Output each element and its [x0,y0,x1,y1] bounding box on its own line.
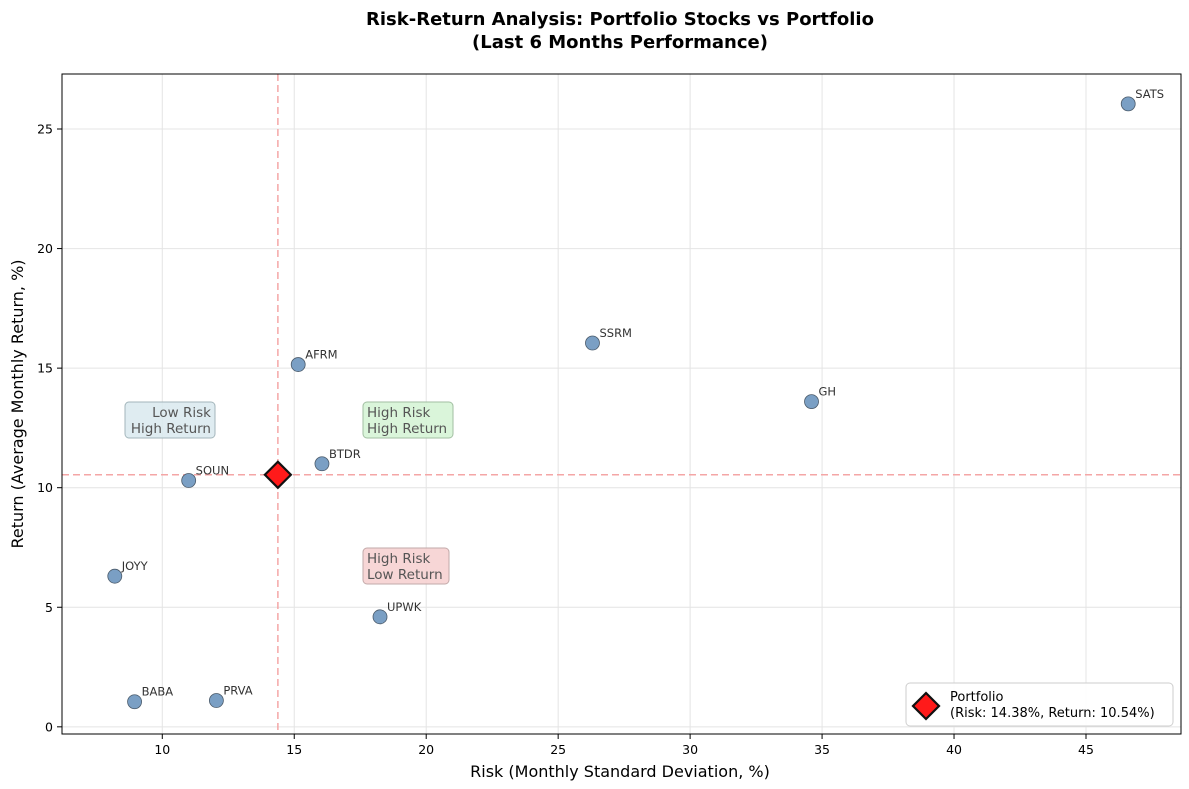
plot-frame [61,73,1182,735]
chart-title-line2: (Last 6 Months Performance) [472,32,768,53]
y-tick-label: 25 [37,122,53,137]
point-label-afrm: AFRM [305,348,337,362]
chart-title-line1: Risk-Return Analysis: Portfolio Stocks v… [366,9,874,30]
point-label-btdr: BTDR [329,447,361,461]
quadrant-label-box [362,547,450,585]
x-tick-label: 40 [946,742,962,757]
legend-box [905,682,1174,727]
x-axis-label: Risk (Monthly Standard Deviation, %) [470,762,770,781]
legend-label-line1: Portfolio [950,690,1004,705]
x-tick-label: 10 [154,742,170,757]
portfolio-marker [263,460,293,490]
quadrant-label-box [124,401,216,439]
data-point-baba [127,694,142,710]
quadrant-label-line1: High Risk [367,405,430,421]
x-tick-label: 15 [286,742,302,757]
point-label-upwk: UPWK [387,600,422,614]
point-label-ssrm: SSRM [599,326,632,340]
data-point-ssrm [585,335,600,351]
point-label-soun: SOUN [196,464,229,478]
data-point-prva [208,693,224,708]
y-tick-label: 0 [45,719,53,734]
y-tick-label: 20 [37,241,53,256]
x-tick-label: 35 [814,742,830,757]
point-label-sats: SATS [1135,87,1164,101]
quadrant-label-line2: Low Return [367,567,443,583]
quadrant-label-line2: High Return [367,421,447,437]
quadrant-label-line1: Low Risk [152,405,211,421]
point-label-prva: PRVA [223,684,252,698]
quadrant-label-box [362,401,454,439]
point-label-joyy: JOYY [121,559,149,573]
data-point-joyy [107,568,123,584]
y-axis-label: Return (Average Monthly Return, %) [8,259,27,548]
data-point-afrm [290,357,306,372]
x-tick-label: 45 [1078,742,1094,757]
y-tick-label: 10 [37,480,53,495]
y-tick-label: 15 [37,361,53,376]
point-label-gh: GH [819,385,837,399]
data-point-gh [804,394,819,410]
quadrant-label-line1: High Risk [367,551,430,567]
x-tick-label: 25 [550,742,566,757]
quadrant-label-line2: High Return [131,421,211,437]
point-label-baba: BABA [142,685,174,699]
x-tick-label: 30 [682,742,698,757]
data-point-btdr [314,456,330,472]
data-point-upwk [372,609,388,625]
legend-label-line2: (Risk: 14.38%, Return: 10.54%) [950,706,1155,721]
data-point-sats [1120,96,1136,112]
legend-portfolio-marker [911,691,941,721]
data-point-soun [181,473,197,488]
x-tick-label: 20 [418,742,434,757]
y-tick-label: 5 [45,600,53,615]
